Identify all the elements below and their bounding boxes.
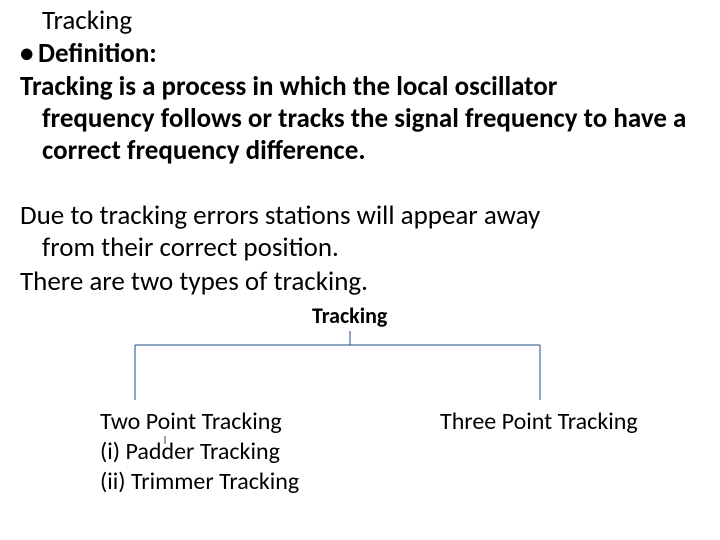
tree-root-label: Tracking xyxy=(312,302,387,329)
left-branch: Two Point Tracking (i) Padder Tracking (… xyxy=(100,407,299,497)
left-branch-item-2: (ii) Trimmer Tracking xyxy=(100,467,299,497)
slide-title: Tracking xyxy=(42,4,132,37)
definition-bullet: •Definition: xyxy=(20,37,157,70)
definition-label: Definition: xyxy=(38,37,157,70)
para1-rest: frequency follows or tracks the signal f… xyxy=(20,103,700,167)
para1-line1: Tracking is a process in which the local… xyxy=(20,70,557,103)
left-branch-title: Two Point Tracking xyxy=(100,407,299,437)
definition-paragraph: Tracking is a process in which the local… xyxy=(20,71,700,167)
para2-line1: Due to tracking errors stations will app… xyxy=(20,199,540,232)
right-branch-title: Three Point Tracking xyxy=(440,407,638,436)
right-branch: Three Point Tracking xyxy=(440,407,638,436)
types-intro: There are two types of tracking. xyxy=(20,266,700,298)
left-branch-item-1: (i) Padder Tracking xyxy=(100,437,299,467)
tracking-error-paragraph: Due to tracking errors stations will app… xyxy=(20,200,700,264)
para2-rest: from their correct position. xyxy=(20,232,700,264)
bullet-marker: • xyxy=(20,37,38,70)
